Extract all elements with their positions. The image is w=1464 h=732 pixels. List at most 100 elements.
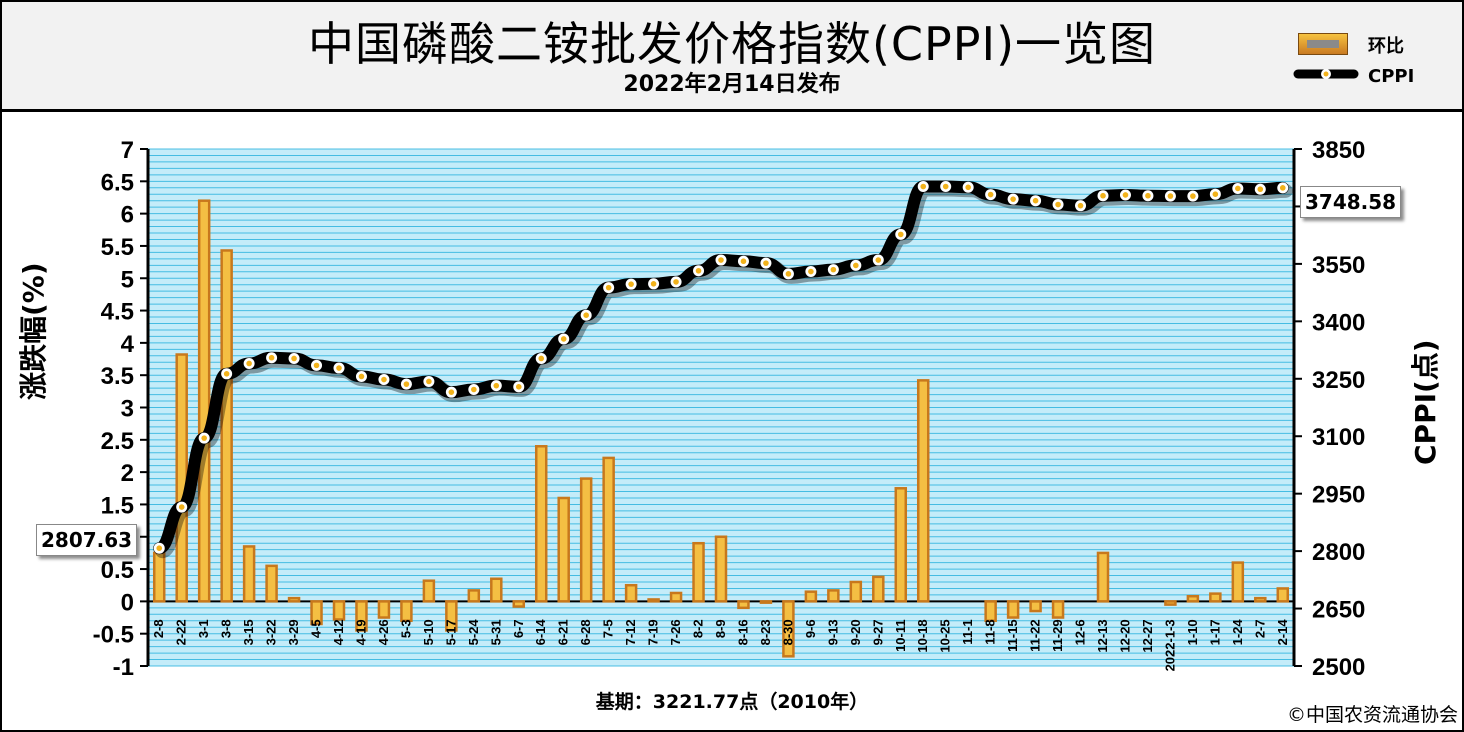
bar xyxy=(916,379,930,603)
x-tick-label: 8-9 xyxy=(713,619,728,638)
cppi-point-core xyxy=(808,268,814,275)
cppi-point-core xyxy=(830,266,837,273)
x-tick-label: 4-19 xyxy=(353,619,368,645)
x-tick-label: 5-31 xyxy=(488,619,503,645)
bar xyxy=(1231,561,1245,603)
x-tick-label: 2-22 xyxy=(174,619,189,645)
cppi-point-core xyxy=(156,545,163,551)
bar xyxy=(1051,600,1065,619)
y-right-tick-label: 3250 xyxy=(1312,367,1365,394)
legend-line-swatch xyxy=(1293,69,1359,79)
bar xyxy=(782,600,795,658)
bar xyxy=(894,487,908,603)
bar xyxy=(579,477,593,603)
x-tick-label: 11-22 xyxy=(1028,619,1043,652)
x-tick-label: 7-12 xyxy=(623,619,638,645)
x-tick-label: 3-15 xyxy=(241,619,256,645)
cppi-point-core xyxy=(493,382,500,389)
x-tick-label: 10-11 xyxy=(893,619,908,652)
bar xyxy=(1209,592,1222,603)
cppi-point-core xyxy=(1032,197,1039,204)
bar xyxy=(197,199,211,603)
y-left-tick-label: -0.5 xyxy=(93,622,134,649)
cppi-point-core xyxy=(1167,193,1174,199)
x-tick-label: 8-23 xyxy=(758,619,773,645)
x-tick-label: 5-3 xyxy=(398,619,413,638)
bar xyxy=(534,445,548,603)
y-right-axis-title: CPPI(点) xyxy=(1409,339,1442,465)
cppi-point-core xyxy=(763,260,769,266)
x-tick-label: 8-2 xyxy=(691,619,706,638)
bar xyxy=(984,600,997,623)
cppi-point-core xyxy=(875,257,882,263)
cppi-point-core xyxy=(897,231,904,238)
cppi-point-core xyxy=(740,258,747,265)
x-tick-label: 2-8 xyxy=(151,619,166,638)
cppi-point-core xyxy=(448,389,455,395)
y-left-tick-label: 5.5 xyxy=(101,234,134,261)
x-tick-label: 12-27 xyxy=(1140,619,1155,652)
y-right-tick-label: 2800 xyxy=(1312,539,1365,566)
bar xyxy=(557,496,570,603)
bar xyxy=(692,541,705,603)
chart-subtitle: 2022年2月14日发布 xyxy=(623,72,841,97)
y-left-tick-label: 7 xyxy=(121,137,134,164)
x-tick-label: 6-7 xyxy=(511,619,526,638)
x-tick-label: 7-19 xyxy=(646,619,661,645)
y-left-axis-title: 涨跌幅(%) xyxy=(17,262,50,400)
cppi-point-core xyxy=(313,362,320,369)
bar xyxy=(377,600,391,619)
x-tick-label: 12-6 xyxy=(1073,619,1088,645)
cppi-point-core xyxy=(1122,192,1129,198)
cppi-point-core xyxy=(515,384,522,390)
cppi-point-core xyxy=(178,504,185,510)
last-value-label: 3748.58 xyxy=(1300,186,1402,218)
bar xyxy=(355,600,368,632)
x-tick-label: 2-14 xyxy=(1275,619,1290,646)
x-tick-label: 1-17 xyxy=(1207,619,1222,645)
y-left-tick-label: 5 xyxy=(121,266,134,293)
bar xyxy=(804,590,818,603)
y-right-tick-label: 3850 xyxy=(1312,137,1365,164)
cppi-point-core xyxy=(1235,185,1241,192)
bar xyxy=(1096,551,1110,603)
x-tick-label: 2022-1-3 xyxy=(1162,619,1177,671)
cppi-point-core xyxy=(920,183,927,190)
x-tick-label: 9-6 xyxy=(803,619,818,638)
cppi-point-core xyxy=(1010,196,1016,202)
x-tick-label: 4-12 xyxy=(331,619,346,645)
y-left-tick-label: 6 xyxy=(121,202,134,229)
x-tick-label: 5-10 xyxy=(421,619,436,645)
cppi-point-core xyxy=(583,312,589,319)
chart-title: 中国磷酸二铵批发价格指数(CPPI)一览图 xyxy=(307,17,1157,71)
cppi-point-core xyxy=(673,279,679,285)
bar xyxy=(1164,600,1177,606)
cppi-point-core xyxy=(1279,185,1286,191)
x-tick-label: 6-21 xyxy=(556,619,571,645)
bar xyxy=(265,564,278,603)
cppi-point-core xyxy=(336,365,342,371)
bar xyxy=(490,577,503,603)
cppi-point-core xyxy=(987,191,994,198)
x-tick-label: 11-15 xyxy=(1005,619,1020,652)
bar xyxy=(310,600,323,626)
y-left-tick-label: 2 xyxy=(121,460,134,487)
bar xyxy=(759,600,773,604)
y-right-tick-label: 3100 xyxy=(1312,424,1365,451)
x-tick-label: 4-5 xyxy=(309,619,324,638)
cppi-point-core xyxy=(403,381,410,387)
cppi-point-core xyxy=(560,336,567,342)
cppi-point-core xyxy=(426,378,432,385)
cppi-point-core xyxy=(268,354,275,361)
y-left-tick-label: 0 xyxy=(121,589,134,616)
copyright-credit: ©中国农资流通协会 xyxy=(1286,704,1458,726)
cppi-point-core xyxy=(965,184,971,191)
bar xyxy=(422,579,436,603)
y-left-tick-label: 0.5 xyxy=(101,557,134,584)
x-tick-label: 9-13 xyxy=(825,619,840,645)
y-left-tick-label: -1 xyxy=(113,654,134,681)
bar xyxy=(669,591,683,603)
x-tick-label: 12-13 xyxy=(1095,619,1110,652)
y-right-tick-label: 2950 xyxy=(1312,482,1365,509)
